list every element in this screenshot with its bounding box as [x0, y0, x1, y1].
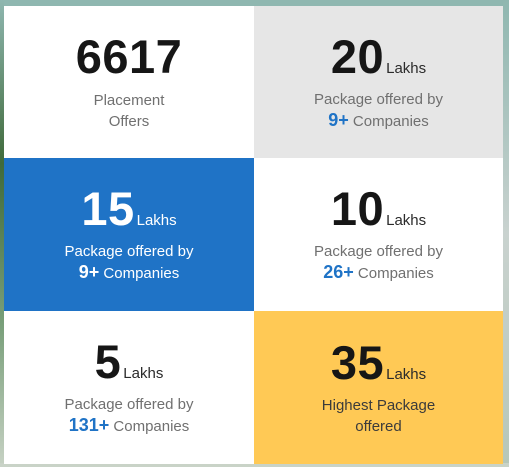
- stat-card-package-5-lakhs: 5 Lakhs Package offered by 131+ Companie…: [4, 311, 254, 464]
- stat-card-highest-package: 35 Lakhs Highest Package offered: [254, 311, 503, 464]
- stat-label: Package offered by: [64, 243, 194, 260]
- stat-card-package-15-lakhs: 15 Lakhs Package offered by 9+ Companies: [4, 158, 254, 311]
- stat-value-line: 6617: [76, 33, 183, 80]
- stat-value-line: 35 Lakhs: [331, 339, 426, 386]
- stat-unit: Lakhs: [386, 59, 427, 77]
- stat-number: 20: [330, 29, 385, 83]
- stat-description: Package offered by 26+ Companies: [314, 241, 443, 284]
- company-count: 131+: [68, 415, 110, 435]
- background-top-strip: [0, 0, 509, 6]
- stat-description: Package offered by 9+ Companies: [65, 241, 194, 284]
- background-left-strip: [0, 0, 4, 467]
- stat-label-line1: Highest Package: [321, 396, 436, 414]
- stat-description: Placement Offers: [94, 90, 165, 132]
- company-count: 26+: [323, 262, 354, 282]
- stat-unit: Lakhs: [386, 365, 427, 383]
- stat-number: 10: [330, 182, 385, 235]
- stat-label-line2: offered: [355, 417, 402, 435]
- background-right-strip: [503, 0, 509, 467]
- company-count-suffix: Companies: [352, 112, 429, 130]
- stat-card-package-20-lakhs: 20 Lakhs Package offered by 9+ Companies: [254, 6, 503, 158]
- stat-unit: Lakhs: [386, 212, 427, 229]
- stat-description: Package offered by 131+ Companies: [65, 394, 194, 437]
- stat-number: 35: [330, 335, 385, 389]
- stat-unit: Lakhs: [123, 365, 164, 382]
- company-count-suffix: Companies: [103, 265, 180, 282]
- company-count: 9+: [78, 262, 100, 282]
- stat-label: Package offered by: [314, 90, 443, 108]
- stat-label: Package offered by: [314, 243, 443, 260]
- stat-value-line: 5 Lakhs: [95, 338, 164, 385]
- stat-number: 15: [81, 182, 135, 235]
- company-count-suffix: Companies: [357, 265, 434, 282]
- company-count: 9+: [328, 109, 349, 130]
- background-bottom-strip: [0, 463, 509, 467]
- stat-description: Highest Package offered: [322, 395, 435, 437]
- stat-number: 5: [94, 335, 122, 388]
- stat-value-line: 10 Lakhs: [331, 185, 426, 232]
- stat-label: Package offered by: [64, 396, 194, 413]
- stat-label-line1: Placement: [93, 91, 165, 109]
- placement-stats-grid: 6617 Placement Offers 20 Lakhs Package o…: [4, 6, 503, 464]
- stat-card-package-10-lakhs: 10 Lakhs Package offered by 26+ Companie…: [254, 158, 503, 311]
- stat-value-line: 15 Lakhs: [81, 185, 176, 232]
- stat-number: 6617: [75, 29, 183, 83]
- company-count-suffix: Companies: [113, 418, 190, 435]
- stat-description: Package offered by 9+ Companies: [314, 89, 443, 132]
- stat-unit: Lakhs: [136, 212, 177, 229]
- stat-value-line: 20 Lakhs: [331, 33, 426, 80]
- stat-card-placement-offers: 6617 Placement Offers: [4, 6, 254, 158]
- stat-label-line2: Offers: [108, 112, 150, 130]
